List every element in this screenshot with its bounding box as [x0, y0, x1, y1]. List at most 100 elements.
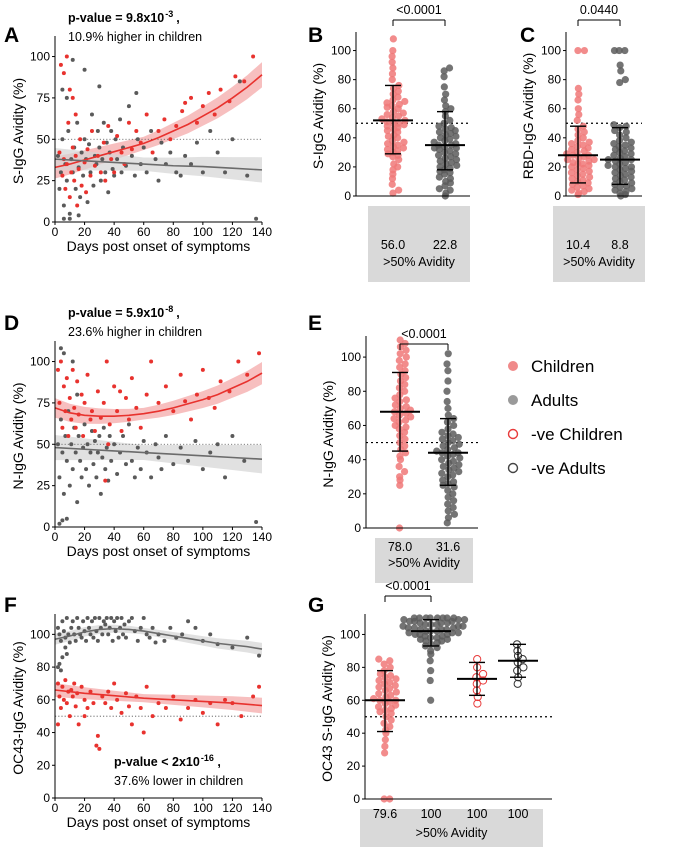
child-point: [92, 163, 97, 168]
child-dot: [384, 132, 392, 140]
child-point: [88, 689, 93, 694]
y-tick-label: 0: [354, 521, 361, 535]
child-dot: [375, 683, 383, 691]
child-dot: [394, 141, 402, 149]
child-point: [85, 372, 90, 377]
child-point: [97, 746, 102, 751]
adult-point: [61, 351, 66, 356]
child-point: [104, 359, 109, 364]
adult-dot: [422, 614, 430, 622]
adult-point: [64, 458, 69, 463]
child-dot: [386, 678, 394, 686]
x-tick-label: 40: [107, 225, 121, 239]
adult-point: [95, 638, 100, 643]
child-dot: [567, 140, 576, 148]
adult-point: [123, 462, 128, 467]
adult-dot: [427, 696, 435, 704]
adult-point: [60, 518, 65, 523]
adult-dot: [443, 614, 451, 622]
adult-point: [126, 422, 131, 427]
adult-point: [178, 173, 183, 178]
child-dot: [388, 52, 396, 60]
adult-dot: [430, 138, 438, 146]
x-tick-label: 120: [222, 530, 242, 544]
child-dot: [388, 76, 396, 84]
avidity-summary-box: [368, 206, 470, 282]
child-point: [101, 400, 106, 405]
child-point: [138, 425, 143, 430]
child-point: [118, 389, 123, 394]
adult-point: [112, 442, 117, 447]
effect-size-text: 23.6% higher in children: [68, 325, 202, 339]
adult-point: [153, 442, 158, 447]
adult-point: [109, 458, 114, 463]
child-point: [126, 417, 131, 422]
panel-letter: G: [308, 594, 324, 617]
adult-point: [186, 619, 191, 624]
child-dot: [381, 742, 389, 750]
child-point: [174, 124, 179, 129]
child-point: [168, 137, 173, 142]
child-dot: [389, 35, 397, 43]
child-point: [129, 147, 134, 152]
child-dot: [401, 387, 409, 395]
adult-point: [82, 67, 87, 72]
y-axis-label: S-IgG Avidity (%): [10, 78, 26, 184]
adult-point: [100, 455, 105, 460]
adult-dot: [439, 476, 447, 484]
y-tick-label: 100: [30, 50, 50, 64]
adult-point: [106, 632, 111, 637]
child-point: [156, 129, 161, 133]
p-value-exponent: -8: [165, 304, 173, 314]
child-point: [64, 701, 69, 706]
adult-point: [135, 445, 140, 450]
adult-point: [87, 483, 92, 488]
y-tick-label: 0: [43, 791, 50, 805]
adult-dot: [410, 624, 419, 632]
child-point: [194, 120, 199, 125]
adults-fit-line: [54, 446, 263, 460]
adult-dot: [455, 461, 463, 469]
adult-point: [67, 483, 72, 488]
adult-point: [104, 616, 109, 620]
adult-point: [85, 442, 90, 447]
p-value-exponent: -3: [165, 9, 173, 19]
adult-dot: [446, 147, 454, 155]
adult-dot: [449, 478, 458, 486]
adult-dot: [449, 437, 457, 445]
adult-dot: [621, 46, 629, 55]
y-tick-label: 0: [43, 215, 50, 229]
adult-dot: [604, 161, 612, 170]
child-dot: [390, 415, 398, 423]
adult-dot: [610, 140, 618, 148]
adult-point: [91, 462, 96, 467]
child-point: [119, 150, 124, 155]
adult-dot: [460, 616, 469, 624]
child-point: [115, 697, 120, 702]
x-tick-label: 20: [78, 225, 92, 239]
child-dot: [386, 657, 394, 665]
child-point: [107, 422, 112, 427]
child-dot: [402, 423, 410, 431]
adult-dot: [444, 486, 452, 494]
adult-point: [104, 445, 109, 450]
adult-point: [78, 458, 83, 463]
adult-dot: [452, 150, 460, 158]
adult-point: [103, 170, 108, 175]
adult-point: [110, 638, 115, 643]
y-tick-label: 80: [338, 73, 352, 87]
child-dot: [575, 110, 583, 119]
adult-point: [159, 467, 164, 472]
adult-dot: [621, 158, 630, 167]
x-tick-label: 60: [137, 225, 151, 239]
child-point: [163, 384, 168, 389]
y-tick-label: 20: [347, 759, 361, 773]
adult-point: [94, 475, 99, 480]
adult-point: [208, 129, 213, 133]
adult-dot: [446, 174, 455, 183]
legend-marker: [508, 361, 518, 371]
child-dot: [389, 64, 397, 72]
p-value-text: p-value = 5.9x10: [68, 306, 164, 320]
adult-dot: [442, 90, 450, 98]
